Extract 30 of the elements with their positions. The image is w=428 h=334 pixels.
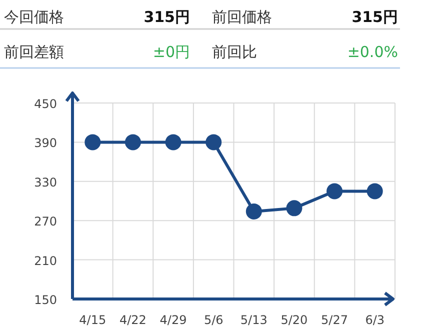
y-tick-label: 450 [34,97,57,111]
y-tick-label: 210 [34,254,57,268]
text: 今回価格 [4,8,64,26]
point [246,203,262,220]
y-tick-label: 150 [34,293,57,307]
y-tick-label: 270 [34,214,57,229]
point [326,183,343,200]
x-tick-label: 5/27 [321,313,348,327]
text: 前回価格 [212,8,272,26]
text: 315円 [144,8,190,26]
x-tick-label: 5/13 [240,313,268,327]
point [165,134,182,150]
point [84,134,101,150]
x-tick-label: 5/6 [204,313,224,327]
point [286,200,302,216]
text: ±0円 [152,43,190,61]
point [206,134,222,150]
text: 前回比 [212,43,257,61]
x-tick-label: 4/15 [79,313,106,327]
point [124,134,141,150]
y-tick-label: 330 [34,175,57,190]
point [366,183,383,200]
x-tick-label: 4/22 [119,313,146,327]
x-tick-label: 5/20 [280,313,308,327]
x-tick-label: 6/3 [365,313,384,327]
text: ±0.0% [347,43,398,61]
y-tick-label: 390 [34,136,57,150]
x-tick-label: 4/29 [160,313,187,327]
text: 315円 [352,8,398,26]
text: 前回差額 [4,43,64,61]
